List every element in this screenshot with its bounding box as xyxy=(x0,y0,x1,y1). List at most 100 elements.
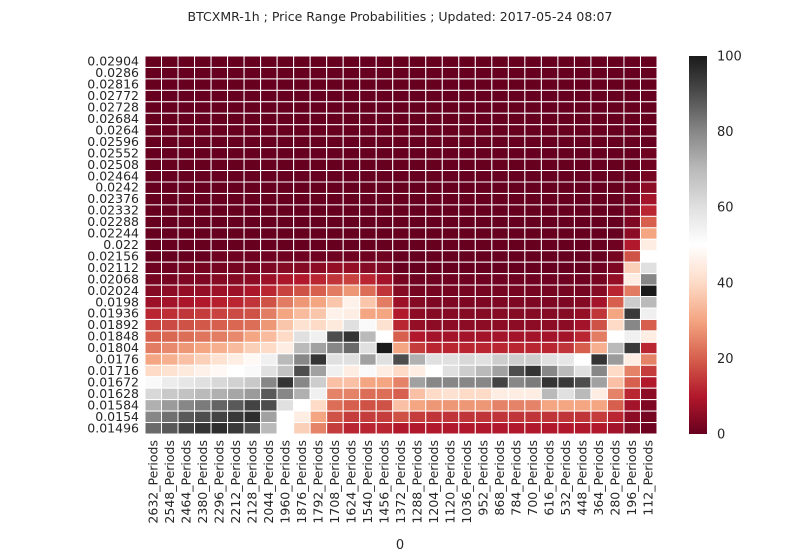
heatmap-cell xyxy=(326,376,344,389)
heatmap-cell xyxy=(309,112,328,126)
heatmap-cell xyxy=(227,364,245,378)
heatmap-cell xyxy=(573,192,592,206)
heatmap-cell xyxy=(161,158,179,172)
heatmap-cell xyxy=(309,364,328,378)
colorbar-tick-label: 60 xyxy=(717,201,734,216)
heatmap-cell xyxy=(359,341,377,355)
heatmap-cell xyxy=(210,101,229,114)
heatmap-cell xyxy=(408,227,427,240)
heatmap-cell xyxy=(474,307,493,320)
heatmap-cell xyxy=(210,170,229,183)
heatmap-cell xyxy=(392,192,410,206)
heatmap-cell xyxy=(210,318,229,332)
heatmap-cell xyxy=(408,112,427,126)
heatmap-cell xyxy=(540,192,559,206)
y-tick-label: 0.0264 xyxy=(95,122,139,137)
heatmap-cell xyxy=(524,376,542,389)
heatmap-cell xyxy=(260,66,278,80)
heatmap-cell xyxy=(491,273,509,286)
heatmap-cell xyxy=(161,124,179,137)
heatmap-cell xyxy=(639,250,658,263)
heatmap-cell xyxy=(375,158,394,172)
heatmap-cell xyxy=(342,284,361,298)
heatmap-cell xyxy=(458,318,476,332)
heatmap-cell xyxy=(458,181,476,194)
heatmap-cell xyxy=(573,238,592,252)
heatmap-cell xyxy=(276,89,295,103)
heatmap-cell xyxy=(243,89,262,103)
y-tick-label: 0.01936 xyxy=(87,306,139,321)
x-tick-label: 2548_Periods xyxy=(162,440,177,524)
heatmap-cell xyxy=(375,364,394,378)
heatmap-cell xyxy=(161,112,179,126)
heatmap-cell xyxy=(227,158,245,172)
y-tick-label: 0.02596 xyxy=(87,134,139,149)
heatmap-cell xyxy=(590,170,608,183)
heatmap-cell xyxy=(458,101,476,114)
heatmap-cell xyxy=(293,250,311,263)
heatmap-cell xyxy=(260,170,278,183)
heatmap-cell xyxy=(441,238,460,252)
heatmap-cell xyxy=(293,135,311,149)
heatmap-cell xyxy=(194,112,212,126)
heatmap-cell xyxy=(639,238,658,252)
heatmap-cell xyxy=(342,147,361,160)
heatmap-cell xyxy=(606,227,625,240)
heatmap-cell xyxy=(590,192,608,206)
heatmap-cell xyxy=(458,330,476,343)
heatmap-cell xyxy=(210,124,229,137)
colorbar-tick-label: 80 xyxy=(717,125,734,140)
heatmap-cell xyxy=(458,170,476,183)
heatmap-cell xyxy=(392,387,410,401)
heatmap-cell xyxy=(590,147,608,160)
heatmap-cell xyxy=(474,238,493,252)
heatmap-cell xyxy=(458,387,476,401)
y-tick-label: 0.02112 xyxy=(87,260,139,275)
heatmap-cell xyxy=(260,376,278,389)
heatmap-cell xyxy=(276,124,295,137)
heatmap-cell xyxy=(639,204,658,217)
heatmap-cell xyxy=(194,410,212,424)
heatmap-cell xyxy=(342,422,361,435)
heatmap-cell xyxy=(425,181,443,194)
heatmap-cell xyxy=(557,273,575,286)
heatmap-cell xyxy=(177,66,196,80)
heatmap-cell xyxy=(177,296,196,309)
heatmap-cell xyxy=(276,261,295,275)
heatmap-cell xyxy=(507,238,526,252)
heatmap-cell xyxy=(474,170,493,183)
heatmap-cell xyxy=(177,158,196,172)
y-tick-label: 0.02552 xyxy=(87,145,139,160)
heatmap-cell xyxy=(161,192,179,206)
heatmap-cell xyxy=(194,422,212,435)
heatmap-cell xyxy=(309,250,328,263)
heatmap-cell xyxy=(507,55,526,68)
heatmap-cell xyxy=(639,227,658,240)
heatmap-cell xyxy=(458,66,476,80)
heatmap-cell xyxy=(243,318,262,332)
heatmap-cell xyxy=(474,364,493,378)
heatmap-cell xyxy=(144,296,163,309)
heatmap-cell xyxy=(606,341,625,355)
chart-title: BTCXMR-1h ; Price Range Probabilities ; … xyxy=(188,9,613,24)
heatmap-cell xyxy=(293,422,311,435)
heatmap-cell xyxy=(507,364,526,378)
heatmap-cell xyxy=(210,227,229,240)
heatmap-cell xyxy=(326,261,344,275)
heatmap-cell xyxy=(524,124,542,137)
heatmap-cell xyxy=(375,273,394,286)
heatmap-cell xyxy=(359,238,377,252)
heatmap-cell xyxy=(309,422,328,435)
heatmap-cell xyxy=(573,422,592,435)
heatmap-cell xyxy=(375,227,394,240)
heatmap-cell xyxy=(144,364,163,378)
heatmap-cell xyxy=(458,364,476,378)
heatmap-cell xyxy=(408,376,427,389)
heatmap-cell xyxy=(144,376,163,389)
heatmap-cell xyxy=(392,124,410,137)
heatmap-cell xyxy=(392,250,410,263)
heatmap-cell xyxy=(293,158,311,172)
heatmap-cell xyxy=(557,341,575,355)
heatmap-cell xyxy=(557,147,575,160)
